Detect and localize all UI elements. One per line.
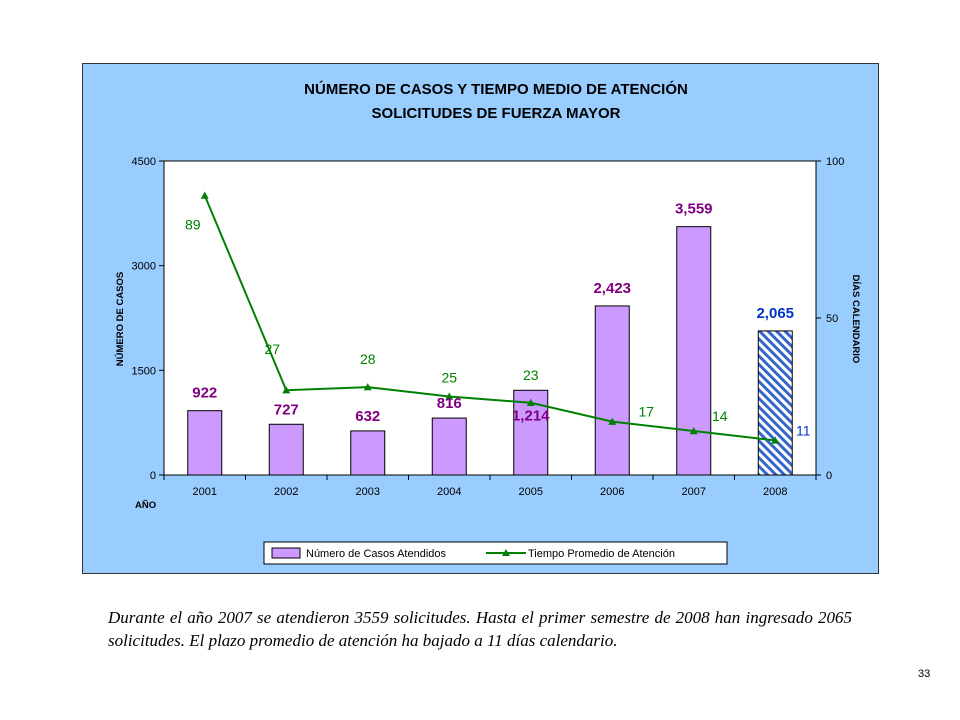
line-value-label: 11 [796, 422, 811, 438]
y2-axis-title: DÍAS CALENDARIO [850, 275, 861, 364]
chart-title-line-1: NÚMERO DE CASOS Y TIEMPO MEDIO DE ATENCI… [304, 80, 688, 98]
line-point [363, 383, 372, 391]
bar-value-label: 816 [437, 395, 462, 412]
x-tick-label: 2001 [193, 486, 217, 498]
x-tick-label: 2002 [274, 486, 298, 498]
line-value-label: 23 [523, 367, 539, 383]
line-point [445, 392, 454, 400]
bar-value-label: 2,065 [756, 305, 794, 322]
line-value-label: 89 [185, 217, 201, 233]
line-value-label: 25 [441, 370, 457, 386]
y-tick-label: 3000 [132, 261, 156, 273]
bar-hatched [757, 330, 793, 476]
bar-value-label: 727 [274, 401, 299, 418]
chart-title-line-2: SOLICITUDES DE FUERZA MAYOR [372, 105, 621, 122]
y2-tick-label: 50 [826, 313, 838, 325]
bar-value-label: 2,423 [593, 280, 631, 297]
chart-svg: NÚMERO DE CASOS Y TIEMPO MEDIO DE ATENCI… [114, 80, 861, 565]
bar [594, 305, 630, 476]
y2-tick-label: 100 [826, 156, 844, 168]
chart-panel: NÚMERO DE CASOS Y TIEMPO MEDIO DE ATENCI… [82, 63, 879, 574]
y2-tick-label: 0 [826, 470, 832, 482]
line-value-label: 14 [712, 408, 728, 424]
line-value-label: 17 [638, 404, 654, 420]
caption-text: Durante el año 2007 se atendieron 3559 s… [108, 608, 852, 650]
series-line [203, 195, 776, 442]
x-axis-title: AÑO [135, 500, 156, 511]
bar-value-label: 632 [355, 408, 380, 425]
line-value-label: 28 [360, 351, 376, 367]
line-point [608, 417, 617, 425]
bar [268, 423, 304, 476]
legend-label-bars: Número de Casos Atendidos [306, 548, 447, 560]
bar-value-label: 3,559 [675, 201, 713, 218]
x-tick-label: 2006 [600, 486, 624, 498]
legend-swatch-marker [502, 549, 510, 556]
line-point [200, 191, 209, 199]
y-tick-label: 1500 [132, 365, 156, 377]
y-axis-title: NÚMERO DE CASOS [114, 272, 126, 366]
x-tick-label: 2008 [763, 486, 787, 498]
bar-value-label: 922 [192, 385, 217, 402]
bar [187, 410, 223, 476]
bar [350, 430, 386, 476]
x-tick-label: 2007 [682, 486, 706, 498]
line-point [282, 386, 291, 394]
bar [431, 417, 467, 476]
y-tick-label: 0 [150, 470, 156, 482]
bar [676, 226, 712, 476]
line-point [771, 436, 780, 444]
y-tick-label: 4500 [132, 156, 156, 168]
x-tick-label: 2003 [356, 486, 380, 498]
x-tick-label: 2004 [437, 486, 461, 498]
bar-value-label: 1,214 [512, 407, 550, 424]
legend-swatch-bars [271, 547, 301, 559]
line-point [689, 427, 698, 435]
legend-label-line: Tiempo Promedio de Atención [528, 548, 675, 560]
plot-area [163, 160, 817, 476]
plot-layer: 0 1500 3000 4500 0 50 100 2001 2002 2003 2004 2005 2… [114, 156, 861, 565]
page-number: 33 [918, 668, 931, 680]
line-value-label: 27 [264, 341, 280, 357]
x-tick-label: 2005 [519, 486, 543, 498]
line-point [526, 398, 535, 406]
